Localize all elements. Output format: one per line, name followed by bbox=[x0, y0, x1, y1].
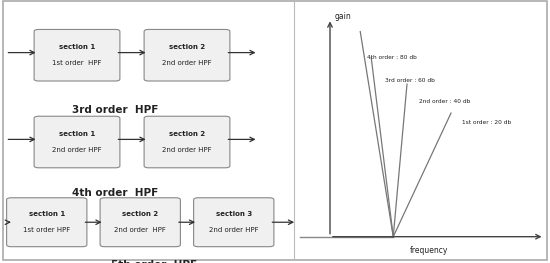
Text: 2nd order HPF: 2nd order HPF bbox=[162, 60, 212, 66]
Text: 1st order  HPF: 1st order HPF bbox=[52, 60, 102, 66]
Text: 2nd order HPF: 2nd order HPF bbox=[209, 227, 258, 233]
Text: 5th order  HPF: 5th order HPF bbox=[111, 260, 197, 263]
FancyBboxPatch shape bbox=[144, 116, 230, 168]
FancyBboxPatch shape bbox=[34, 29, 120, 81]
Text: section 3: section 3 bbox=[216, 211, 252, 217]
Text: 2nd order HPF: 2nd order HPF bbox=[162, 147, 212, 153]
FancyBboxPatch shape bbox=[100, 198, 180, 247]
FancyBboxPatch shape bbox=[7, 198, 87, 247]
Text: 3rd order : 60 db: 3rd order : 60 db bbox=[385, 78, 435, 83]
FancyBboxPatch shape bbox=[194, 198, 274, 247]
Text: gain: gain bbox=[334, 12, 351, 21]
Text: 2nd order HPF: 2nd order HPF bbox=[52, 147, 102, 153]
FancyBboxPatch shape bbox=[3, 1, 547, 260]
Text: 4th order : 80 db: 4th order : 80 db bbox=[367, 55, 417, 60]
Text: 1st order HPF: 1st order HPF bbox=[23, 227, 70, 233]
FancyBboxPatch shape bbox=[34, 116, 120, 168]
Text: section 2: section 2 bbox=[169, 131, 205, 137]
Text: 2nd order : 40 db: 2nd order : 40 db bbox=[419, 99, 470, 104]
Text: section 1: section 1 bbox=[29, 211, 65, 217]
Text: section 1: section 1 bbox=[59, 44, 95, 50]
Text: frequency: frequency bbox=[410, 246, 448, 255]
Text: 1st order : 20 db: 1st order : 20 db bbox=[462, 120, 512, 125]
Text: 2nd order  HPF: 2nd order HPF bbox=[114, 227, 166, 233]
FancyBboxPatch shape bbox=[144, 29, 230, 81]
Text: 4th order  HPF: 4th order HPF bbox=[73, 188, 158, 198]
Text: section 2: section 2 bbox=[122, 211, 158, 217]
Text: section 2: section 2 bbox=[169, 44, 205, 50]
Text: section 1: section 1 bbox=[59, 131, 95, 137]
Text: 3rd order  HPF: 3rd order HPF bbox=[72, 105, 159, 115]
